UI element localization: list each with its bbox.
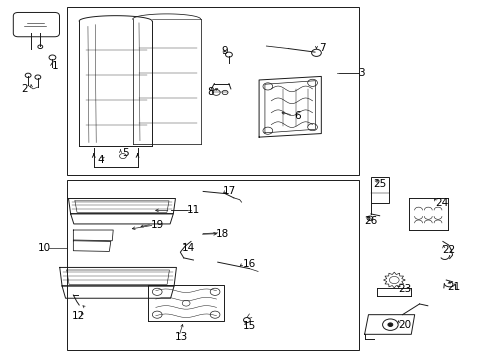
Text: 22: 22 [441,245,454,255]
Text: 10: 10 [38,243,51,253]
Text: 6: 6 [294,111,301,121]
Text: 1: 1 [51,61,58,71]
Text: 3: 3 [357,68,364,78]
Text: 11: 11 [186,205,200,215]
Text: 12: 12 [71,311,84,321]
Text: 14: 14 [182,243,195,253]
Text: 15: 15 [242,321,255,331]
Text: 7: 7 [318,43,325,53]
Text: 4: 4 [98,156,104,165]
Text: 24: 24 [434,198,447,208]
Text: 18: 18 [216,229,229,239]
Text: 21: 21 [446,282,459,292]
Text: 17: 17 [223,186,236,196]
Text: 26: 26 [364,216,377,226]
Text: 19: 19 [150,220,163,230]
Text: 13: 13 [174,332,187,342]
Text: 16: 16 [242,259,255,269]
Text: 9: 9 [221,46,228,56]
Circle shape [387,323,392,327]
Text: 2: 2 [21,84,28,94]
Text: 25: 25 [372,179,386,189]
Text: 5: 5 [122,148,128,158]
Bar [370,177,388,203]
Text: 20: 20 [398,320,411,330]
Text: 8: 8 [207,87,213,98]
Text: 23: 23 [398,284,411,294]
